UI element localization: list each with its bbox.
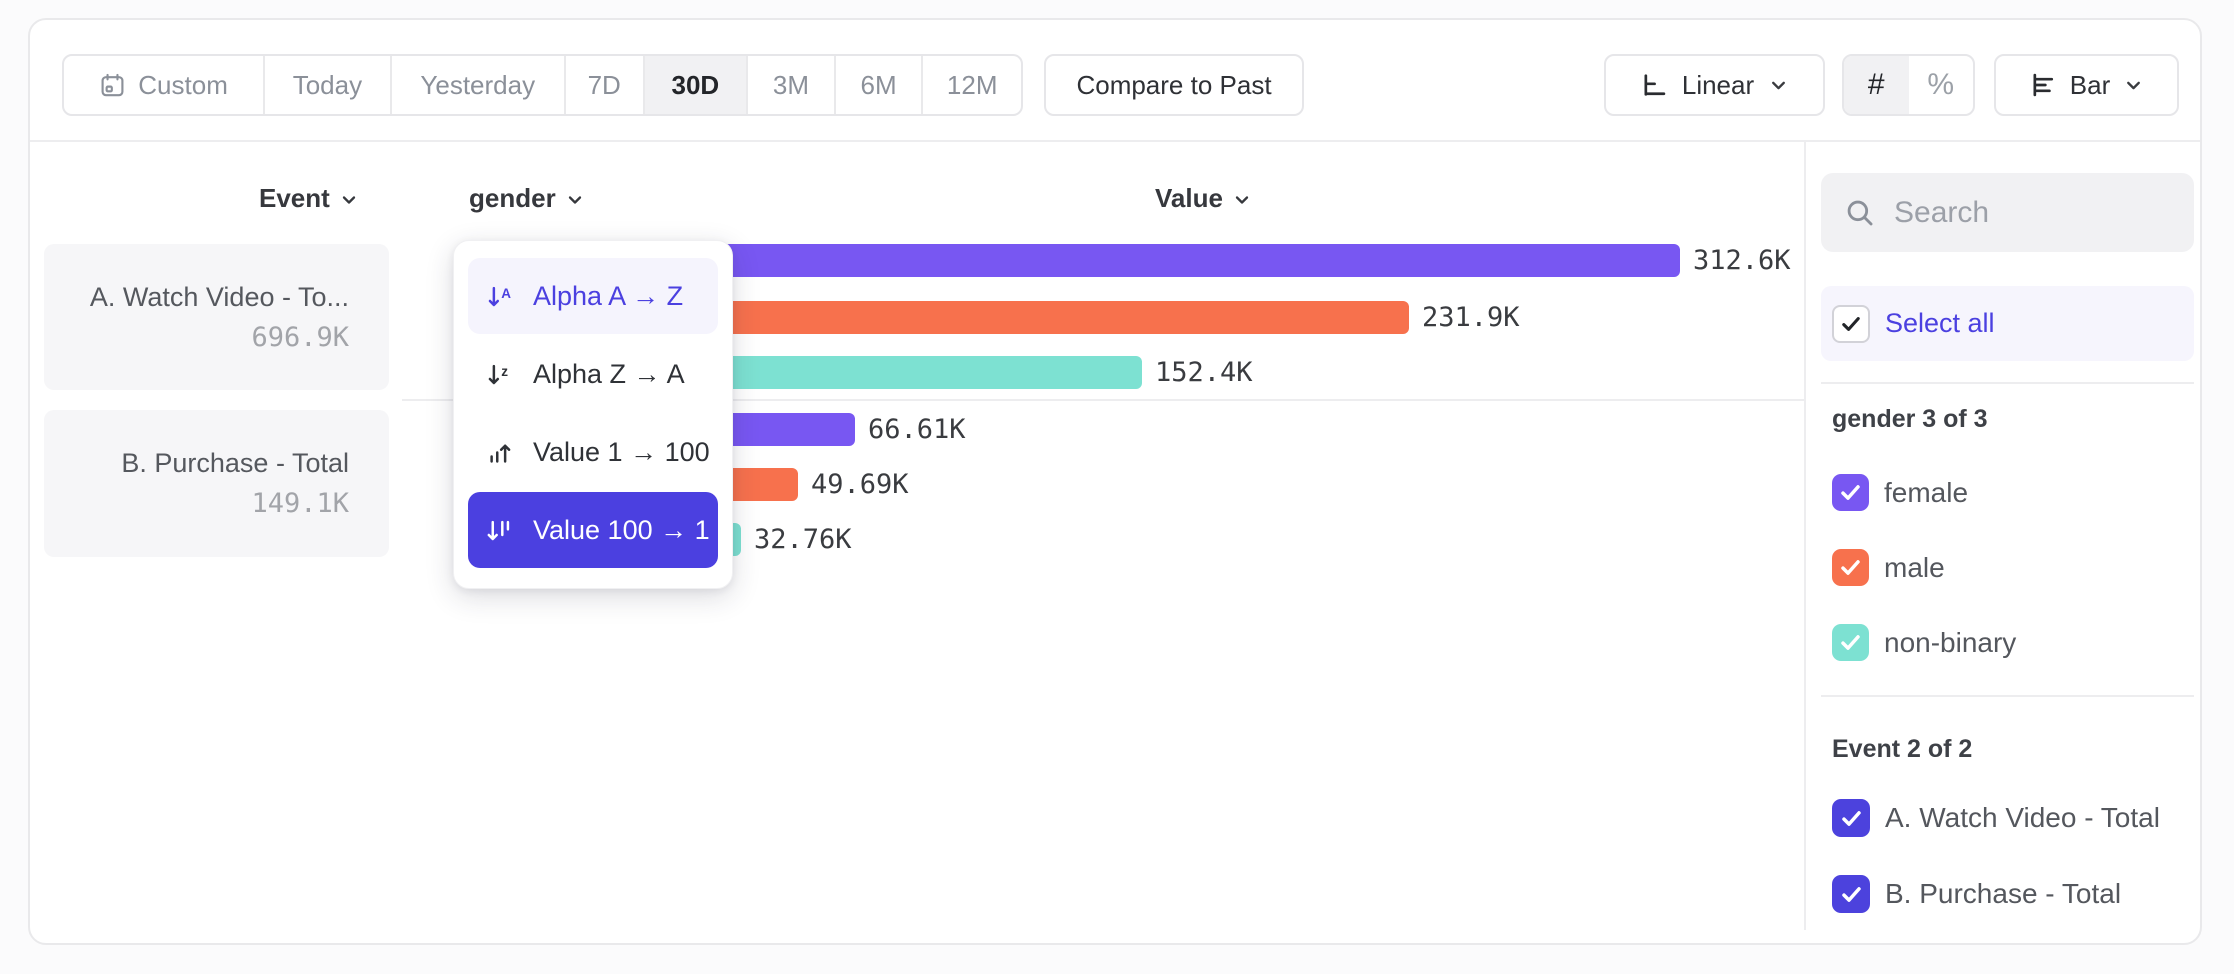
bar-value-label: 66.61K (868, 414, 966, 445)
chart-bar-row: 312.6K (631, 244, 1880, 277)
date-range-custom[interactable]: Custom (64, 56, 266, 114)
search-input[interactable] (1894, 195, 2174, 230)
date-range-yesterday[interactable]: Yesterday (392, 56, 566, 114)
linear-axis-icon (1640, 71, 1668, 99)
chevron-down-icon (568, 195, 581, 204)
date-range-6m[interactable]: 6M (836, 56, 924, 114)
bar-value-label: 32.76K (754, 524, 852, 555)
sort-item-value-asc[interactable]: Value 1 → 100 (468, 414, 718, 490)
bar-value-label: 231.9K (1422, 302, 1520, 333)
sidebar-section-title-event: Event 2 of 2 (1832, 734, 1973, 763)
calendar-icon (99, 72, 126, 99)
chevron-down-icon (1235, 195, 1249, 204)
sort-item-alpha-z-a[interactable]: z Alpha Z → A (468, 336, 718, 412)
chart-bar-row: 152.4K (631, 356, 1342, 389)
date-range-group: Custom Today Yesterday 7D 30D 3M 6M 12M (62, 54, 1023, 116)
sidebar-section-divider (1821, 695, 2194, 697)
check-icon (1841, 485, 1860, 500)
date-range-7d[interactable]: 7D (566, 56, 645, 114)
event-card-title: A. Watch Video - To... (89, 281, 349, 312)
value-format-toggle: # % (1842, 54, 1975, 116)
scale-label: Linear (1681, 69, 1755, 100)
sort-value-asc-icon (490, 444, 511, 463)
sort-alpha-desc-icon: z (488, 364, 508, 384)
bar-value-label: 312.6K (1693, 245, 1791, 276)
svg-text:z: z (501, 364, 508, 379)
bar-value-label: 49.69K (811, 469, 909, 500)
absolute-count-toggle[interactable]: # (1844, 56, 1909, 114)
select-all-row[interactable]: Select all (1821, 286, 2194, 361)
date-range-label: Custom (138, 69, 228, 100)
legend-item-purchase[interactable]: B. Purchase - Total (1832, 875, 2121, 913)
chevron-down-icon (2123, 75, 2144, 96)
search-icon (1843, 196, 1877, 230)
sidebar-section-title-gender: gender 3 of 3 (1832, 404, 1988, 433)
event-card-title: B. Purchase - Total (121, 448, 349, 478)
sidebar-divider (1804, 140, 1806, 930)
sort-menu: A Alpha A → Z z Alpha Z → A Value 1 → 10… (453, 240, 733, 589)
date-range-today[interactable]: Today (265, 56, 392, 114)
insights-card: Custom Today Yesterday 7D 30D 3M 6M 12M … (28, 18, 2202, 945)
sort-item-value-desc[interactable]: Value 100 → 1 (468, 492, 718, 568)
scale-dropdown[interactable]: Linear (1604, 54, 1825, 116)
checkbox-watch-video[interactable] (1832, 799, 1870, 837)
chart-bar-female[interactable] (631, 244, 1680, 277)
event-card-purchase[interactable]: B. Purchase - Total 149.1K (44, 410, 389, 557)
chevron-down-icon (1768, 75, 1789, 96)
legend-item-watch-video[interactable]: A. Watch Video - Total (1832, 799, 2160, 837)
search-box (1821, 173, 2194, 252)
chevron-down-icon (342, 195, 355, 204)
chart-bar-male[interactable] (631, 301, 1409, 334)
date-range-3m[interactable]: 3M (748, 56, 836, 114)
column-header-gender[interactable]: gender (469, 181, 585, 215)
check-icon (1841, 886, 1861, 902)
group-separator (402, 399, 1804, 401)
hash-icon: # (1867, 68, 1885, 101)
percent-toggle[interactable]: % (1909, 56, 1974, 114)
sort-alpha-asc-icon: A (488, 286, 511, 306)
event-card-watch-video[interactable]: A. Watch Video - To... 696.9K (44, 244, 389, 390)
chart-type-dropdown[interactable]: Bar (1994, 54, 2179, 116)
svg-text:A: A (501, 286, 511, 301)
legend-item-male[interactable]: male (1832, 549, 1945, 586)
check-icon (1841, 810, 1861, 826)
toolbar-divider (30, 140, 2200, 142)
checkbox-non-binary[interactable] (1832, 624, 1869, 661)
select-all-label: Select all (1885, 308, 1995, 338)
legend-item-non-binary[interactable]: non-binary (1832, 624, 2016, 661)
bar-value-label: 152.4K (1155, 357, 1253, 388)
sort-item-alpha-a-z[interactable]: A Alpha A → Z (468, 258, 718, 334)
chart-type-label: Bar (2069, 69, 2111, 100)
column-header-event[interactable]: Event (259, 181, 359, 215)
sort-value-desc-icon (487, 520, 510, 540)
checkbox-purchase[interactable] (1832, 875, 1870, 913)
event-card-total: 696.9K (251, 321, 349, 353)
check-icon (1841, 560, 1860, 575)
percent-icon: % (1927, 68, 1955, 101)
bar-chart: 312.6K 231.9K 152.4K 66.61K 49.69K 32.76K (631, 244, 1831, 584)
event-card-total: 149.1K (251, 488, 349, 519)
legend-item-female[interactable]: female (1832, 474, 1968, 511)
date-range-12m[interactable]: 12M (946, 69, 998, 100)
checkbox-male[interactable] (1832, 549, 1869, 586)
column-header-value[interactable]: Value (1155, 181, 1252, 215)
horizontal-bar-chart-icon (2029, 71, 2057, 99)
check-icon (1841, 635, 1860, 650)
select-all-checkbox[interactable] (1832, 304, 1870, 343)
compare-to-past-button[interactable]: Compare to Past (1044, 54, 1304, 116)
sidebar-section-divider (1821, 382, 2194, 384)
chart-bar-row: 231.9K (631, 301, 1609, 334)
checkbox-female[interactable] (1832, 474, 1869, 511)
date-range-30d[interactable]: 30D (644, 56, 749, 114)
